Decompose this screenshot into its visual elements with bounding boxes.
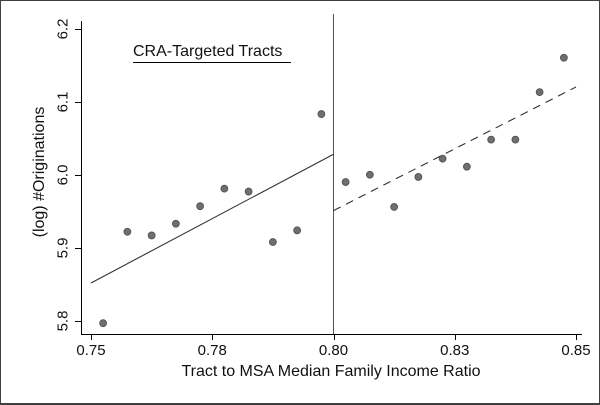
x-tick: [212, 334, 214, 340]
scatter-point: [414, 173, 423, 181]
scatter-point: [559, 53, 568, 62]
linear-fit-left-of-cutoff: [90, 153, 334, 284]
scatter-point: [171, 219, 180, 228]
scatter-point: [147, 231, 156, 240]
y-tick: [75, 28, 81, 30]
scatter-point: [341, 178, 350, 186]
y-tick-label: 6.2: [54, 18, 72, 39]
y-axis-title: (log) #Originations: [31, 106, 48, 238]
scatter-point: [511, 135, 520, 144]
y-tick: [75, 101, 81, 103]
scatter-point: [244, 187, 253, 196]
scatter-point: [99, 319, 108, 328]
y-tick: [75, 174, 81, 176]
x-tick-label: 0.85: [561, 342, 591, 359]
y-axis-line: [81, 21, 82, 334]
scatter-point: [535, 88, 544, 97]
x-tick: [91, 334, 92, 340]
x-tick: [576, 334, 577, 340]
x-tick: [333, 334, 335, 340]
annotation-text: CRA-Targeted Tracts: [133, 43, 292, 63]
scatter-point: [196, 202, 205, 211]
x-tick-label: 0.83: [440, 342, 470, 359]
annotation-cra-targeted-tracts: CRA-Targeted Tracts: [133, 43, 292, 63]
scatter-point: [317, 110, 326, 118]
y-tick: [75, 247, 81, 249]
scatter-point: [293, 226, 302, 235]
scatter-point: [268, 238, 277, 246]
scatter-point: [390, 203, 399, 211]
x-tick: [454, 334, 456, 340]
x-tick-label: 0.78: [197, 342, 227, 359]
y-tick-label: 6.0: [54, 164, 72, 186]
scatter-point: [438, 154, 447, 163]
y-tick: [75, 321, 81, 322]
linear-fit-right-of-cutoff: [333, 86, 577, 212]
x-tick-label: 0.80: [318, 342, 349, 359]
x-tick-label: 0.75: [76, 342, 106, 359]
scatter-point: [220, 184, 229, 193]
scatter-point: [462, 162, 471, 171]
scatter-point: [487, 135, 496, 144]
y-tick-label: 6.1: [54, 91, 72, 113]
y-tick-label: 5.9: [54, 237, 72, 259]
scatter-point: [123, 227, 132, 236]
y-tick-label: 5.8: [54, 310, 72, 332]
x-axis-title: Tract to MSA Median Family Income Ratio: [181, 363, 481, 380]
scatter-point: [365, 170, 374, 179]
x-axis-line: [81, 334, 582, 335]
